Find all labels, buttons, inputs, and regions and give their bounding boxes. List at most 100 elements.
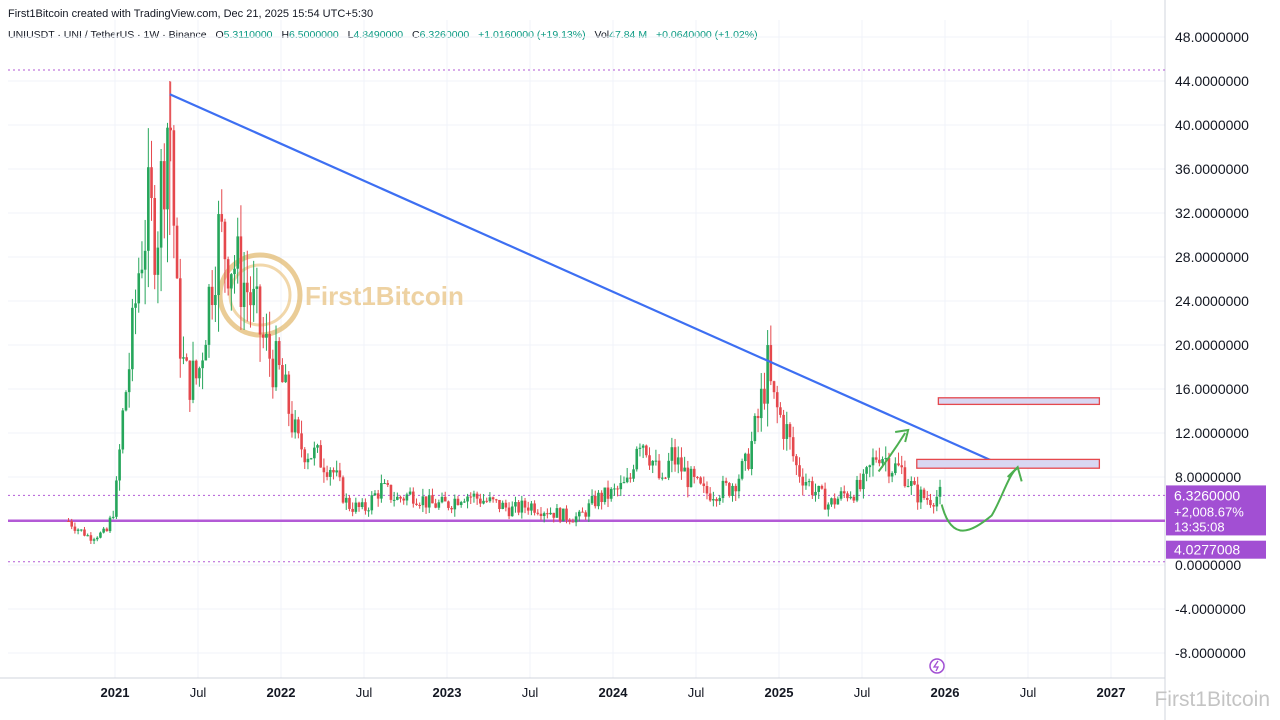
candle-body <box>159 161 163 248</box>
candle-body <box>223 221 227 260</box>
candle-body <box>546 513 549 515</box>
candle-body <box>852 496 856 501</box>
support-price-label-bg <box>1166 540 1266 559</box>
candle-body <box>431 495 434 504</box>
candle-body <box>731 485 734 496</box>
candle-body <box>648 455 651 466</box>
candle-body <box>597 492 600 507</box>
candle-body <box>274 341 278 388</box>
projection-arrow-recovery <box>940 467 1019 532</box>
candle-body <box>261 334 265 338</box>
candle-body <box>373 493 377 496</box>
y-tick-label: 8.0000000 <box>1175 469 1241 485</box>
candle-body <box>230 274 233 289</box>
ticker-symbol[interactable]: UNIUSDT · UNI / TetherUS · 1W · Binance <box>8 29 207 41</box>
candle-body <box>651 460 655 466</box>
candle-body <box>523 500 527 508</box>
y-tick-label: -4.0000000 <box>1175 601 1246 617</box>
candle-body <box>437 502 441 508</box>
low-value: 4.8490000 <box>353 29 404 41</box>
y-tick-label: 40.0000000 <box>1175 117 1249 133</box>
candle-body <box>903 467 907 487</box>
candle-body <box>73 526 77 531</box>
candle-body <box>919 489 923 503</box>
candle-body <box>137 273 141 304</box>
candle-body <box>501 502 504 509</box>
candle-body <box>418 504 421 506</box>
candle-body <box>204 344 208 361</box>
candle-body <box>245 282 249 293</box>
candle-body <box>396 496 399 500</box>
candle-body <box>399 496 402 499</box>
candle-body <box>172 130 176 226</box>
candle-body <box>696 476 699 478</box>
candle-body <box>724 480 728 484</box>
x-tick-label: Jul <box>688 685 705 700</box>
candle-body <box>475 493 479 499</box>
y-tick-label: 16.0000000 <box>1175 381 1249 397</box>
candle-body <box>520 500 524 513</box>
candle-body <box>434 503 437 508</box>
candle-body <box>587 503 591 517</box>
candle-body <box>846 493 849 499</box>
close-value: 6.3260000 <box>419 29 470 41</box>
y-tick-label: 48.0000000 <box>1175 29 1249 45</box>
y-tick-label: 36.0000000 <box>1175 161 1249 177</box>
candle-body <box>127 369 131 393</box>
candle-body <box>721 480 725 499</box>
candle-body <box>95 537 99 540</box>
candle-body <box>370 495 374 511</box>
candle-body <box>814 491 817 496</box>
candle-body <box>79 529 83 531</box>
candle-body <box>539 513 543 517</box>
candle-body <box>389 484 393 500</box>
candle-body <box>265 333 268 338</box>
candle-body <box>830 498 833 505</box>
candle-body <box>504 502 508 508</box>
candle-body <box>625 477 629 483</box>
candle-body <box>472 493 476 497</box>
candle-body <box>510 506 514 517</box>
candle-body <box>376 493 380 499</box>
candle-body <box>115 480 118 517</box>
lightning-icon <box>932 660 940 672</box>
candle-body <box>175 225 179 279</box>
candle-body <box>357 502 361 507</box>
candle-body <box>804 482 808 486</box>
candle-body <box>552 512 556 518</box>
candle-body <box>214 295 217 306</box>
candle-body <box>533 503 536 513</box>
y-tick-label: 0.0000000 <box>1175 557 1241 573</box>
candle-body <box>99 532 102 538</box>
candle-body <box>616 488 619 490</box>
candle-body <box>820 485 824 489</box>
candle-body <box>855 479 859 501</box>
candle-body <box>632 469 635 479</box>
candle-body <box>775 392 779 408</box>
countdown-label: 13:35:08 <box>1174 519 1225 534</box>
candle-body <box>303 449 307 463</box>
candle-body <box>530 503 533 511</box>
candle-body <box>807 481 811 483</box>
candle-body <box>463 501 466 503</box>
candle-body <box>424 496 428 508</box>
candle-body <box>482 500 485 504</box>
candle-body <box>935 496 939 507</box>
candle-body <box>858 479 862 490</box>
candle-body <box>271 358 275 388</box>
candle-body <box>871 457 875 466</box>
x-tick-label: Jul <box>854 685 871 700</box>
candle-body <box>759 388 763 419</box>
x-tick-label: Jul <box>190 685 207 700</box>
candle-body <box>469 496 473 498</box>
candle-body <box>654 460 658 462</box>
x-tick-label: 2024 <box>599 685 629 700</box>
candle-body <box>341 477 345 503</box>
candle-body <box>826 504 830 510</box>
candle-body <box>440 496 444 503</box>
candle-body <box>629 477 632 479</box>
candle-body <box>290 413 294 433</box>
candle-body <box>715 499 718 502</box>
footer-brand: First1Bitcoin <box>1154 688 1270 711</box>
